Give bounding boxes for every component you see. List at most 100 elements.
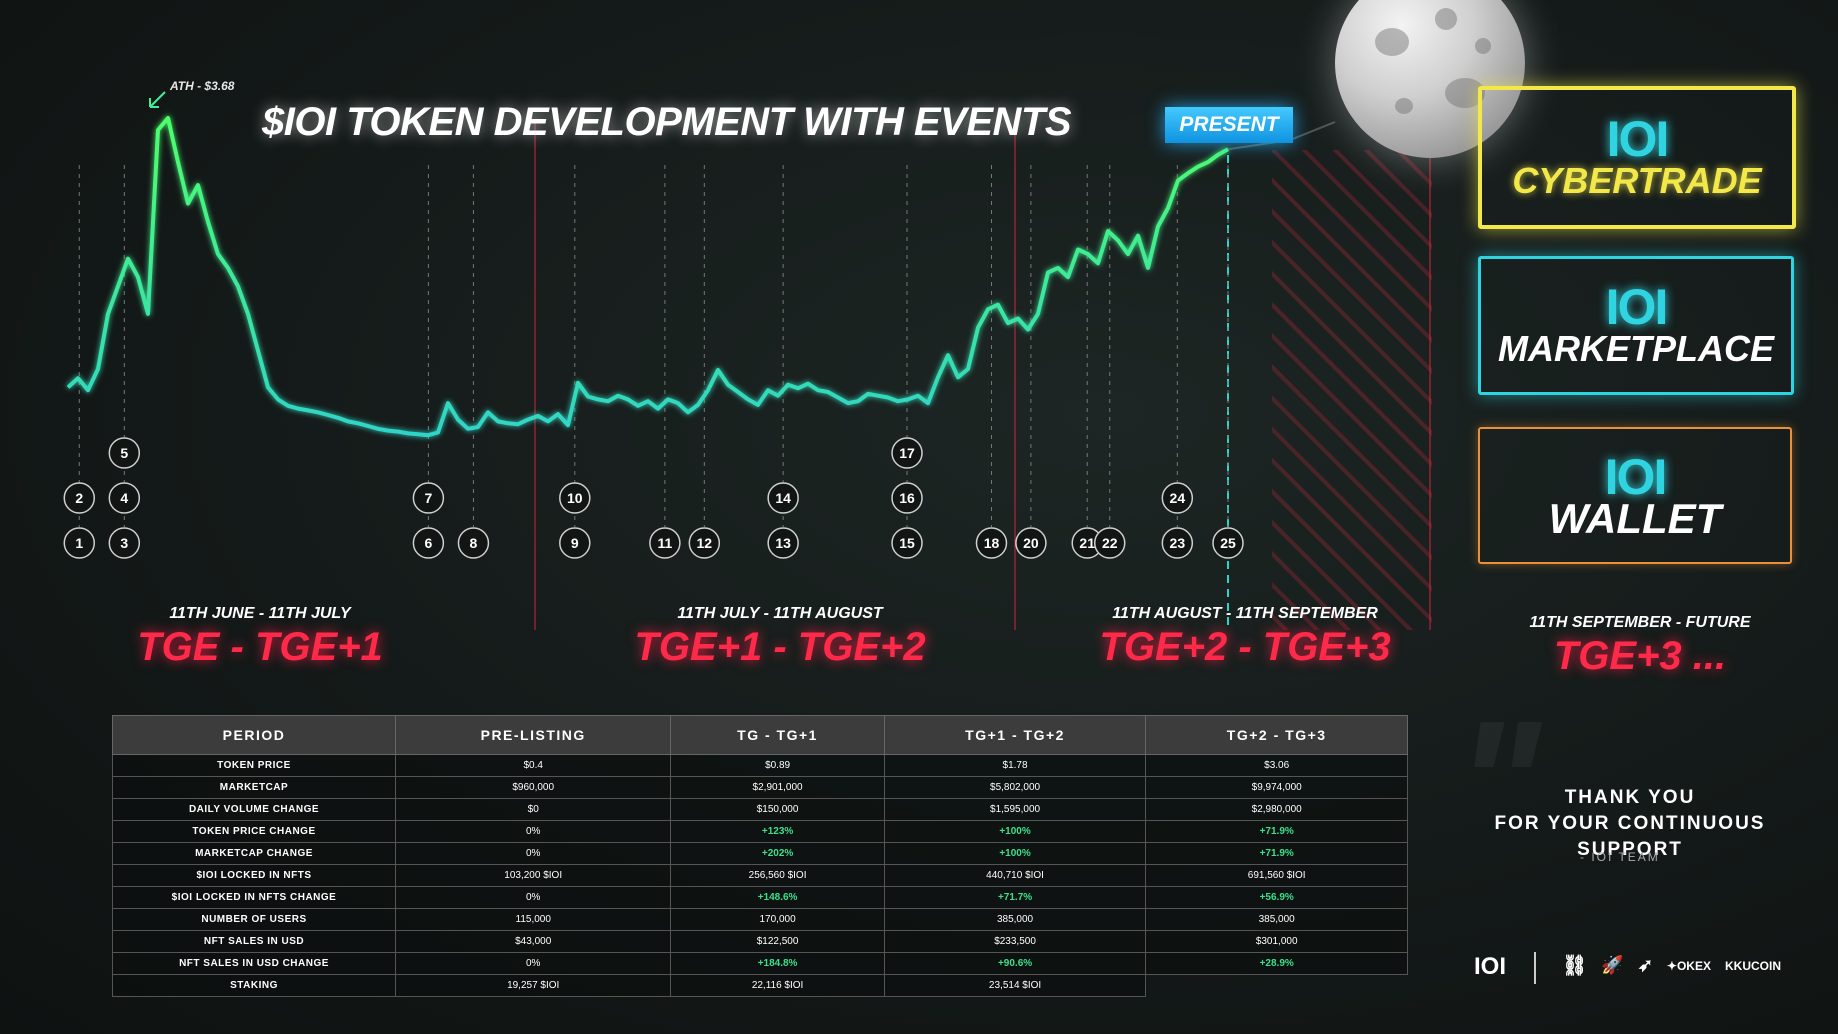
product-name: CYBERTRADE <box>1512 159 1762 201</box>
ath-arrow-icon <box>149 91 166 108</box>
table-cell: $1,595,000 <box>883 798 1147 821</box>
event-label-6: 6 <box>424 535 432 551</box>
row-label: NFT SALES IN USD <box>112 930 396 953</box>
event-label-16: 16 <box>899 490 915 506</box>
event-marker-20 <box>1015 527 1047 559</box>
table-cell: 0% <box>394 820 672 843</box>
table-row: STAKING 19,257 $IOI 22,116 $IOI 23,514 $IOI <box>112 974 1408 997</box>
table-cell: +202% <box>670 842 885 865</box>
column-header: TG - TG+1 <box>670 715 885 755</box>
event-label-10: 10 <box>567 490 583 506</box>
wallet-card[interactable]: IOI WALLET <box>1478 427 1792 564</box>
table-row: $IOI LOCKED IN NFTS CHANGE 0% +148.6% +71.7… <box>112 886 1408 909</box>
event-marker-6 <box>412 527 445 559</box>
table-cell: 385,000 <box>883 908 1147 931</box>
product-name: MARKETPLACE <box>1498 327 1774 369</box>
footer-divider <box>1534 952 1536 984</box>
row-label: NUMBER OF USERS <box>112 908 396 931</box>
table-cell: +148.6% <box>670 886 885 909</box>
period-name: TGE+2 - TGE+3 <box>1099 625 1391 669</box>
period-name: TGE+1 - TGE+2 <box>634 625 926 669</box>
column-header: PERIOD <box>112 715 396 755</box>
event-marker-24 <box>1161 482 1194 514</box>
product-name: WALLET <box>1548 494 1722 542</box>
table-cell: $960,000 <box>394 776 672 799</box>
column-header: TG+1 - TG+2 <box>883 715 1147 755</box>
row-label: $IOI LOCKED IN NFTS <box>112 864 396 887</box>
table-cell: $301,000 <box>1145 930 1408 953</box>
price-series-line <box>66 116 1229 438</box>
event-marker-9 <box>559 527 591 559</box>
table-row: NFT SALES IN USD $43,000 $122,500 $233,500 $… <box>112 930 1408 953</box>
period-4: 11TH SEPTEMBER - FUTURE TGE+3 ... <box>1500 614 1780 679</box>
moon-image <box>1335 0 1525 158</box>
column-header: TG+2 - TG+3 <box>1145 715 1408 755</box>
table-cell: +123% <box>670 820 885 843</box>
footer-brand-logo: IOI <box>1474 953 1507 980</box>
event-label-15: 15 <box>899 535 915 551</box>
table-cell: $122,500 <box>670 930 885 953</box>
event-marker-25 <box>1212 527 1244 559</box>
event-label-1: 1 <box>75 535 83 551</box>
table-body: TOKEN PRICE $0.4 $0.89 $1.78 $3.06 MARKETCAP $… <box>112 754 1408 997</box>
table-row: $IOI LOCKED IN NFTS 103,200 $IOI 256,560 $… <box>112 864 1408 887</box>
rocket-icon: 🚀 <box>1601 955 1624 975</box>
table-cell: $233,500 <box>883 930 1147 953</box>
event-marker-10 <box>559 482 591 514</box>
period-name: TGE+3 ... <box>1553 634 1727 678</box>
event-label-22: 22 <box>1102 535 1118 551</box>
event-marker-13 <box>767 527 799 559</box>
table-row: MARKETCAP CHANGE 0% +202% +100% +71.9% <box>112 842 1408 865</box>
chain-link-icon: ⛓ <box>1562 955 1588 977</box>
table-cell: +100% <box>883 820 1147 843</box>
ath-label: ATH - $3.68 <box>170 79 235 93</box>
chart-title: $IOI TOKEN DEVELOPMENT WITH EVENTS <box>262 100 1072 144</box>
table-cell: 256,560 $IOI <box>670 864 885 887</box>
event-marker-2 <box>63 482 96 514</box>
event-marker-16 <box>891 482 923 514</box>
cybertrade-card[interactable]: IOI CYBERTRADE <box>1478 86 1796 229</box>
event-label-18: 18 <box>984 535 1000 551</box>
table-cell: 22,116 $IOI <box>670 974 885 997</box>
event-marker-5 <box>108 437 141 469</box>
row-label: STAKING <box>112 974 396 997</box>
table-cell: $2,901,000 <box>670 776 885 799</box>
ioi-logo-icon: IOI <box>1605 278 1669 335</box>
table-cell: $1.78 <box>883 754 1147 777</box>
table-cell: 0% <box>394 842 672 865</box>
event-marker-15 <box>891 527 923 559</box>
event-label-20: 20 <box>1023 535 1039 551</box>
table-row: TOKEN PRICE CHANGE 0% +123% +100% +71.9% <box>112 820 1408 843</box>
event-label-2: 2 <box>75 490 83 506</box>
partner-logos: ⛓ 🚀 ➶ ✦OKEX KKUCOIN <box>1562 953 1781 978</box>
table-cell: $2,980,000 <box>1145 798 1408 821</box>
stats-table: PERIOD PRE-LISTING TG - TG+1 TG+1 - TG+2… <box>112 715 1408 997</box>
table-cell: 385,000 <box>1145 908 1408 931</box>
event-marker-22 <box>1093 527 1126 559</box>
event-label-7: 7 <box>424 490 432 506</box>
event-marker-4 <box>108 482 141 514</box>
table-row: NFT SALES IN USD CHANGE 0% +184.8% +90.6% +2… <box>112 952 1408 975</box>
event-label-4: 4 <box>120 490 128 506</box>
table-cell: $9,974,000 <box>1145 776 1408 799</box>
period-date: 11TH SEPTEMBER - FUTURE <box>1529 614 1751 631</box>
okex-logo: ✦OKEX <box>1666 958 1711 973</box>
event-label-14: 14 <box>775 490 791 506</box>
period-3: 11TH AUGUST - 11TH SEPTEMBER TGE+2 - TGE… <box>1055 605 1435 670</box>
table-cell: $150,000 <box>670 798 885 821</box>
ioi-logo-icon: IOI <box>1606 110 1670 167</box>
table-cell: +71.9% <box>1145 820 1408 843</box>
row-label: DAILY VOLUME CHANGE <box>112 798 396 821</box>
table-cell: $5,802,000 <box>883 776 1147 799</box>
period-1: 11TH JUNE - 11TH JULY TGE - TGE+1 <box>120 605 400 670</box>
event-marker-12 <box>688 527 721 559</box>
table-row: DAILY VOLUME CHANGE $0 $150,000 $1,595,000 $… <box>112 798 1408 821</box>
event-label-3: 3 <box>120 535 128 551</box>
event-label-24: 24 <box>1170 490 1186 506</box>
event-label-17: 17 <box>899 445 915 461</box>
table-cell: +71.7% <box>883 886 1147 909</box>
marketplace-card[interactable]: IOI MARKETPLACE <box>1478 256 1794 395</box>
table-cell: 691,560 $IOI <box>1145 864 1408 887</box>
event-marker-7 <box>412 482 445 514</box>
